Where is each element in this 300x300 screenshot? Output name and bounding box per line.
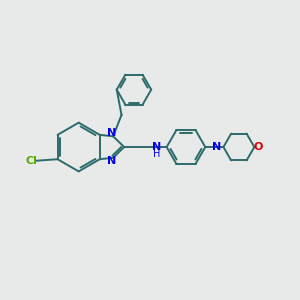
Text: H: H — [153, 148, 160, 159]
Text: N: N — [107, 156, 116, 166]
Text: N: N — [212, 142, 221, 152]
Text: Cl: Cl — [26, 156, 37, 166]
Text: N: N — [152, 142, 161, 152]
Text: N: N — [107, 128, 116, 138]
Text: O: O — [254, 142, 263, 152]
